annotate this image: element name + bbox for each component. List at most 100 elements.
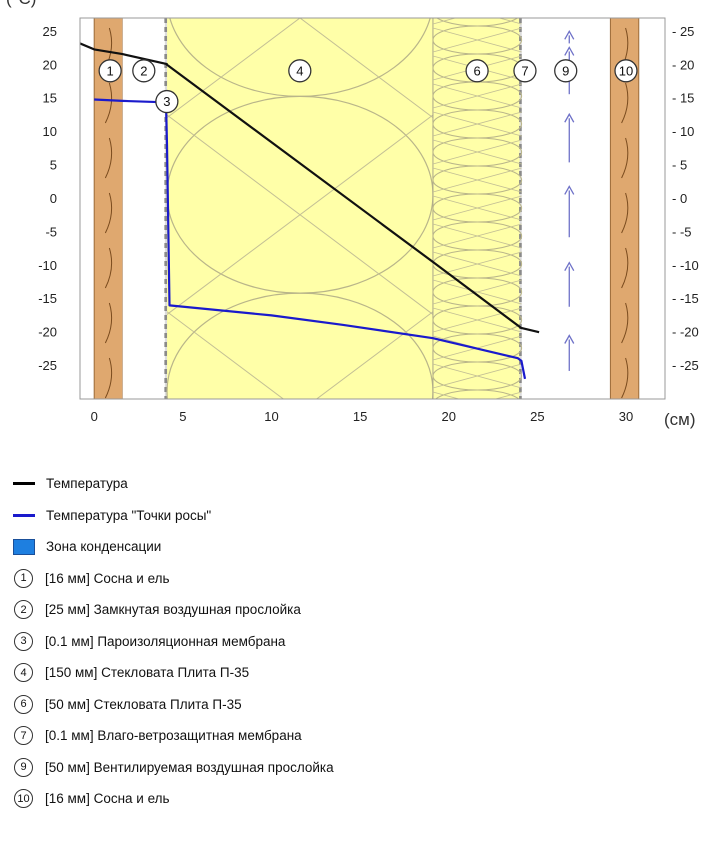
- y-tick-label: -20: [38, 325, 57, 340]
- membrane-dash: [164, 333, 170, 338]
- membrane-dash: [519, 90, 525, 95]
- legend-layer-text: [25 мм] Замкнутая воздушная прослойка: [45, 602, 301, 618]
- membrane-dash: [519, 306, 525, 311]
- temperature-line: [80, 42, 540, 334]
- legend-item-condensation: Зона конденсации: [12, 531, 702, 563]
- wool-fiber: [432, 307, 522, 333]
- vent-arrow-head: [564, 112, 575, 123]
- layer-legend-list: 1 [16 мм] Сосна и ель 2 [25 мм] Замкнутая в…: [12, 563, 702, 815]
- wood-grain: [621, 302, 629, 344]
- legend-layer-text: [0.1 мм] Пароизоляционная мембрана: [45, 633, 286, 649]
- membrane-dash: [164, 72, 170, 77]
- legend-layer-number: 3: [14, 631, 33, 651]
- membrane-dash: [164, 234, 170, 239]
- wood-grain: [104, 192, 113, 234]
- legend-label-dewpoint: Температура "Точки росы": [46, 507, 212, 523]
- wood-grain: [104, 357, 113, 399]
- x-tick-label: 5: [179, 409, 186, 424]
- membrane-dash: [164, 315, 170, 320]
- membrane-dash: [519, 216, 525, 221]
- wool-fiber: [432, 167, 522, 193]
- y-tick-label: -10: [38, 258, 57, 273]
- membrane-dash: [519, 396, 525, 399]
- legend-layer-number: 9: [14, 757, 33, 777]
- membrane-dash: [519, 99, 525, 104]
- legend-item-layer-1: 1 [16 мм] Сосна и ель: [12, 563, 702, 595]
- y-tick-label: -15: [38, 291, 57, 306]
- legend-layer-number: 6: [14, 694, 33, 714]
- y-tick-label-right: - 25: [672, 24, 694, 39]
- layer-marker-circle: [155, 89, 179, 114]
- layer-marker-circle: [554, 59, 578, 83]
- dewpoint-swatch: [13, 513, 35, 517]
- vent-arrow-head: [564, 334, 575, 344]
- x-tick-label: 0: [91, 409, 98, 424]
- layer-marker-circle: [132, 59, 156, 83]
- y-tick-label: -25: [38, 358, 57, 373]
- legend-label-condensation: Зона конденсации: [46, 539, 162, 555]
- y-tick-label: 20: [43, 57, 57, 72]
- wool-fiber: [432, 139, 522, 165]
- layer-marker-label: 1: [107, 63, 114, 78]
- membrane-dash: [519, 369, 525, 374]
- membrane-dash: [519, 342, 525, 347]
- layer-marker-circle: [614, 59, 638, 83]
- membrane-dash: [164, 45, 170, 50]
- vent-arrow-head: [564, 30, 575, 40]
- layer-marker-label: 6: [473, 63, 480, 78]
- membrane-dash: [164, 18, 170, 23]
- membrane-dash: [164, 378, 170, 383]
- membrane-dash: [164, 261, 170, 266]
- membrane-dash: [519, 81, 525, 86]
- legend-layer-text: [16 мм] Сосна и ель: [45, 791, 170, 807]
- membrane-dash: [164, 81, 170, 86]
- membrane-dash: [519, 171, 525, 176]
- membrane-dash: [519, 153, 525, 158]
- membrane-dash: [164, 297, 170, 302]
- layer-marker-label: 9: [562, 63, 569, 78]
- temperature-swatch: [13, 482, 35, 486]
- layer-marker-label: 7: [521, 63, 528, 78]
- membrane-dash: [519, 333, 525, 338]
- layer-marker-circle: [98, 59, 122, 83]
- wood-grain: [104, 302, 113, 344]
- legend-layer-text: [50 мм] Стекловата Плита П-35: [45, 696, 242, 712]
- layer-marker-circle: [288, 59, 312, 83]
- wool-fiber: [432, 27, 522, 53]
- membrane-dash: [519, 54, 525, 59]
- wool-fiber: [497, 18, 522, 25]
- membrane-dash: [164, 54, 170, 59]
- membrane-dash: [519, 351, 525, 356]
- y-tick-label-right: - 5: [672, 158, 687, 173]
- membrane-dash: [164, 279, 170, 284]
- y-tick-label: -5: [45, 224, 57, 239]
- layer-marker-label: 2: [140, 63, 147, 78]
- legend-item-layer-6: 6 [50 мм] Стекловата Плита П-35: [12, 689, 702, 721]
- membrane-dash: [164, 27, 170, 32]
- x-tick-label: 25: [530, 409, 544, 424]
- dewpoint-line: [94, 98, 527, 380]
- y-tick-label: 25: [43, 24, 57, 39]
- layer-marker-circle: [465, 59, 489, 83]
- membrane-dash: [164, 225, 170, 230]
- legend-layer-number: 2: [14, 600, 33, 620]
- layer-marker-label: 10: [619, 63, 633, 78]
- membrane-dash: [164, 252, 170, 257]
- wool-fiber: [432, 111, 522, 137]
- legend-layer-number: 4: [14, 663, 33, 683]
- temperature-profile-chart: 1 2 3 4 6 7 9 10 25 20 15 10 5 0 -5 -10 -15 -20 -25 - 25 -…: [6, 0, 699, 429]
- membrane-dash: [164, 324, 170, 329]
- membrane-dash: [519, 108, 525, 113]
- wool-fiber: [299, 18, 434, 119]
- membrane-dash: [519, 243, 525, 248]
- vent-arrow-head: [564, 261, 575, 271]
- membrane-dash: [519, 162, 525, 167]
- membrane-dash: [519, 315, 525, 320]
- legend-item-layer-9: 9 [50 мм] Вентилируемая воздушная прослой…: [12, 752, 702, 784]
- membrane-dash: [164, 351, 170, 356]
- y-tick-label-right: - 10: [672, 124, 694, 139]
- y-tick-label-right: - -20: [672, 325, 699, 340]
- layer-marker-10: 10: [614, 59, 638, 83]
- wool-fiber: [166, 114, 434, 315]
- membrane-dash: [519, 225, 525, 230]
